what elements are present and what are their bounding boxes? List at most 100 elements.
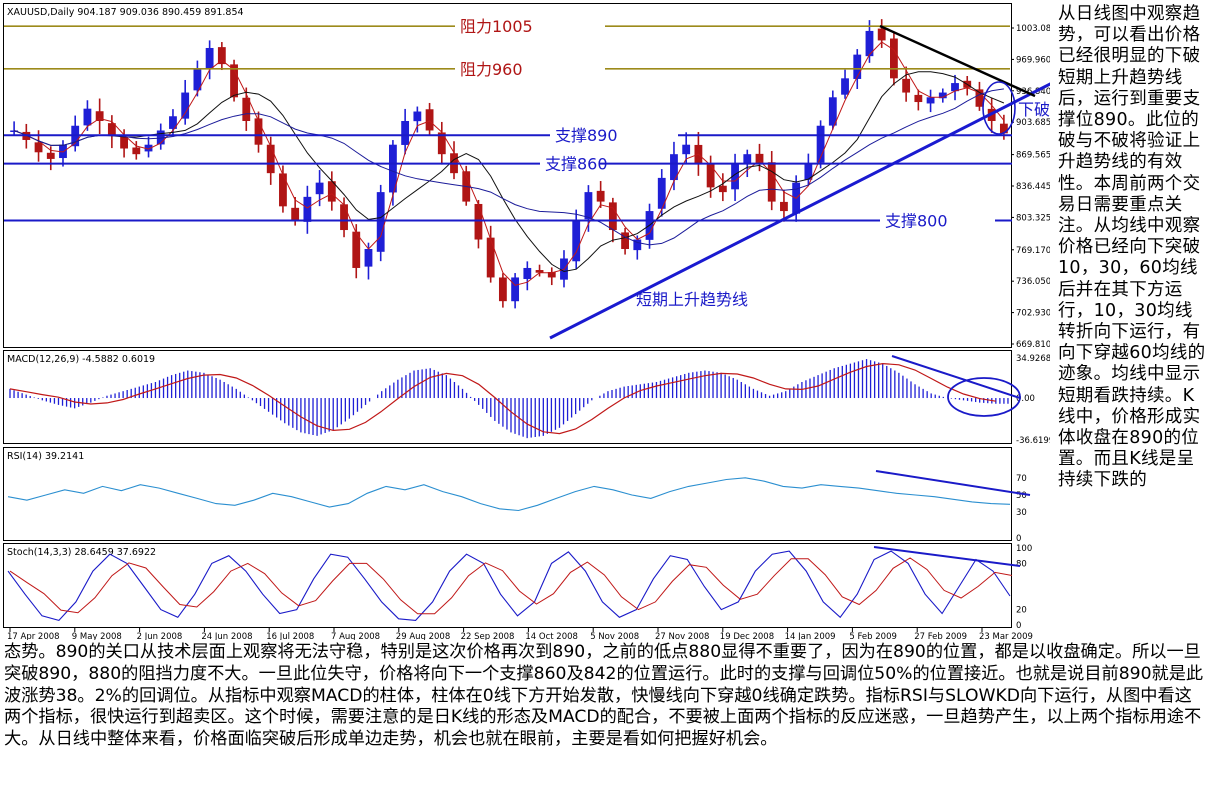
price-header: XAUUSD,Daily 904.187 909.036 890.459 891… — [7, 7, 244, 18]
x-axis-tick-label: 27 Nov 2008 — [655, 632, 709, 640]
x-axis-tick-label: 5 Feb 2009 — [849, 632, 897, 640]
stoch-y-tick-label: 100 — [1016, 544, 1032, 554]
price-candle-body — [144, 144, 153, 152]
price-candle-body — [743, 154, 752, 165]
price-y-tick-label: 769.170 — [1016, 246, 1050, 256]
price-candle-body — [633, 239, 642, 251]
rsi-panel-frame — [3, 447, 1012, 541]
x-axis-tick-label: 22 Sep 2008 — [461, 632, 515, 640]
price-candle-body — [804, 163, 813, 180]
price-candle-body — [254, 118, 263, 145]
stoch-d-line — [9, 557, 1013, 615]
stoch-k-line — [7, 550, 1011, 622]
macd-y-tick-label: 34.9268 — [1016, 354, 1050, 364]
rsi-y-tick-label: 70 — [1016, 474, 1027, 484]
price-candle-body — [95, 111, 104, 121]
price-candle-body — [340, 204, 348, 231]
price-candle-body — [389, 144, 397, 193]
stoch-panel-frame — [3, 543, 1012, 628]
rsi-header: RSI(14) 39.2141 — [7, 451, 84, 462]
price-candle-body — [169, 116, 177, 129]
price-candle-body — [731, 163, 739, 190]
x-axis-tick-label: 7 Aug 2008 — [331, 632, 380, 640]
x-axis-tick-label: 29 Aug 2008 — [396, 632, 450, 640]
price-candle-body — [657, 177, 666, 209]
price-candle-body — [682, 144, 691, 155]
price-candle-body — [865, 30, 874, 57]
price-candle-body — [266, 144, 275, 174]
price-candle-body — [364, 249, 373, 267]
price-candle-body — [816, 125, 825, 163]
price-candle-body — [902, 78, 911, 93]
support-label: 支撑890 — [555, 126, 618, 145]
macd-y-tick-label: 0.00 — [1016, 394, 1035, 404]
x-axis-tick-label: 17 Apr 2008 — [7, 632, 60, 640]
x-axis-tick-label: 2 Jun 2008 — [137, 632, 183, 640]
ma-30-line — [13, 71, 1005, 273]
breakdown-annotation-label: 下破 — [1018, 100, 1050, 119]
macd-header: MACD(12,26,9) -4.5882 0.6019 — [7, 354, 155, 365]
price-candle-body — [670, 154, 678, 181]
price-candle-body — [780, 201, 788, 212]
price-candle-body — [498, 277, 507, 302]
price-candle-body — [841, 78, 849, 95]
rsi-trendline — [875, 470, 1031, 496]
resistance-label: 阻力1005 — [460, 17, 533, 36]
macd-y-tick-label: -36.6199 — [1016, 436, 1050, 446]
macd-signal-line — [9, 362, 996, 435]
price-candle-body — [535, 270, 544, 273]
stoch-y-tick-label: 20 — [1016, 606, 1027, 616]
rsi-y-tick-label: 0 — [1016, 534, 1021, 544]
x-axis-tick-label: 9 May 2008 — [72, 632, 122, 640]
price-candle-body — [181, 92, 190, 119]
x-axis-tick-label: 24 Jun 2008 — [201, 632, 252, 640]
price-candle-body — [132, 147, 141, 155]
analysis-bottom-paragraph: 态势。890的关口从技术层面上观察将无法守稳，特别是这次价格再次到890，之前的… — [4, 642, 1204, 750]
price-candle-body — [584, 192, 593, 220]
breakdown-circle — [982, 81, 1016, 135]
price-candle-body — [291, 207, 300, 221]
downtrend-line — [879, 24, 1036, 98]
price-candle-body — [193, 68, 202, 91]
stoch-y-tick-label: 0 — [1016, 621, 1021, 631]
price-candle-body — [230, 64, 238, 98]
macd-circle — [947, 377, 1021, 417]
price-candle-body — [437, 132, 446, 155]
price-candle-body — [596, 190, 605, 202]
macd-trendline — [891, 355, 1021, 399]
uptrend-annotation-label: 短期上升趋势线 — [636, 290, 748, 309]
price-candle-body — [10, 130, 19, 132]
price-y-tick-label: 803.325 — [1016, 213, 1050, 223]
x-axis-tick-label: 14 Oct 2008 — [525, 632, 578, 640]
price-candle-body — [877, 28, 886, 41]
price-candle-body — [938, 92, 947, 99]
price-candle-body — [352, 231, 361, 268]
price-candle-body — [511, 277, 520, 302]
price-candle-body — [828, 97, 837, 126]
price-candle-body — [376, 192, 385, 252]
x-axis-tick-label: 27 Feb 2009 — [914, 632, 967, 640]
macd-panel-frame — [3, 350, 1012, 444]
rsi-y-tick-label: 30 — [1016, 508, 1027, 518]
x-axis-tick-label: 14 Jan 2009 — [785, 632, 836, 640]
price-candle-body — [279, 173, 287, 207]
price-candle-body — [34, 142, 43, 153]
price-candle-body — [217, 47, 226, 65]
price-y-tick-label: 969.960 — [1016, 55, 1050, 65]
price-candle-body — [486, 237, 495, 278]
price-candle-body — [975, 89, 984, 107]
price-candle-body — [767, 162, 776, 202]
x-axis-tick-label: 16 Jul 2008 — [266, 632, 314, 640]
price-y-tick-label: 669.810 — [1016, 340, 1050, 350]
price-panel-frame — [3, 3, 1012, 348]
price-candle-body — [107, 123, 116, 136]
price-candle-body — [914, 94, 923, 103]
price-y-tick-label: 903.685 — [1016, 118, 1050, 128]
price-candle-body — [853, 54, 862, 79]
stoch-y-tick-label: 80 — [1016, 559, 1027, 569]
x-axis-tick-label: 19 Dec 2008 — [720, 632, 774, 640]
price-y-tick-label: 1003.081 — [1016, 24, 1050, 34]
price-candle-body — [413, 111, 422, 122]
price-candle-body — [46, 152, 55, 159]
price-y-tick-label: 736.050 — [1016, 277, 1050, 287]
